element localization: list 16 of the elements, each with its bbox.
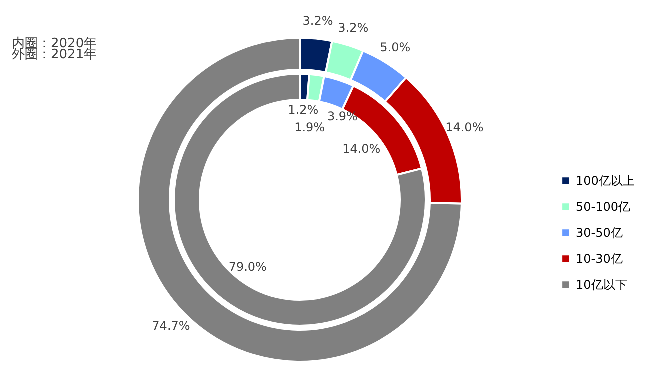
- data-label: 14.0%: [446, 120, 484, 134]
- legend-label: 100亿以上: [576, 174, 635, 188]
- text: 外圈：2021年: [12, 48, 98, 62]
- legend-label: 10亿以下: [576, 278, 628, 292]
- data-label: 74.7%: [152, 318, 190, 333]
- legend-label: 30-50亿: [576, 226, 623, 240]
- legend-label: 10-30亿: [576, 252, 623, 266]
- data-label: 14.0%: [342, 142, 381, 156]
- data-label: 1.2%: [288, 103, 319, 118]
- data-label: 3.2%: [302, 14, 334, 28]
- data-label: 79.0%: [228, 260, 267, 274]
- legend-label: 50-100亿: [576, 200, 631, 214]
- data-label: 1.9%: [294, 120, 326, 135]
- data-label: 5.0%: [380, 40, 411, 54]
- data-label: 3.2%: [338, 21, 369, 36]
- data-label: 3.9%: [327, 109, 358, 124]
